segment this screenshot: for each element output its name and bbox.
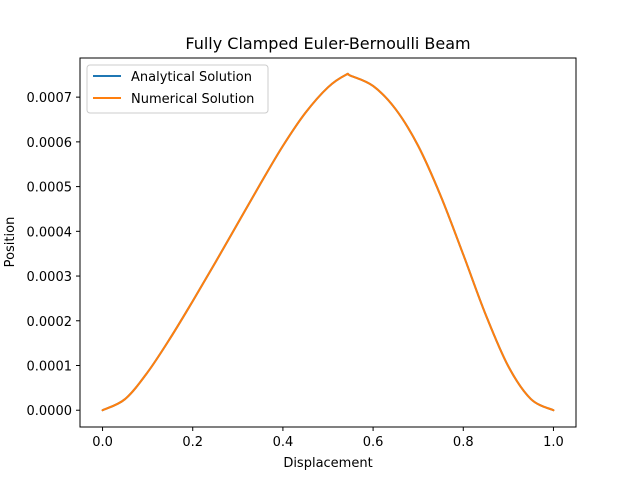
x-axis-ticks: 0.0 0.2 0.4 0.6 0.8 1.0 — [92, 427, 564, 450]
x-axis-label: Displacement — [283, 456, 372, 471]
chart-title: Fully Clamped Euler-Bernoulli Beam — [185, 34, 470, 53]
x-tick-label: 1.0 — [543, 435, 564, 450]
x-tick-label: 0.8 — [453, 435, 474, 450]
x-tick-label: 0.2 — [182, 435, 203, 450]
y-tick-label: 0.0002 — [27, 315, 73, 330]
series-line-numerical — [101, 72, 555, 412]
x-tick-label: 0.0 — [92, 435, 113, 450]
y-tick-label: 0.0001 — [27, 360, 73, 375]
y-tick-label: 0.0003 — [27, 270, 73, 285]
plot-lines — [101, 72, 555, 412]
legend-label-numerical: Numerical Solution — [131, 92, 254, 107]
y-axis-ticks: 0.0000 0.0001 0.0002 0.0003 0.0004 0.0005 0.00… — [27, 91, 80, 419]
legend: Analytical Solution Numerical Solution — [86, 64, 269, 114]
x-tick-label: 0.6 — [363, 435, 384, 450]
x-tick-label: 0.4 — [273, 435, 294, 450]
legend-label-analytical: Analytical Solution — [131, 70, 252, 85]
y-tick-label: 0.0006 — [27, 136, 73, 151]
y-axis-label: Position — [3, 217, 18, 268]
plot-frame — [79, 57, 577, 428]
y-tick-label: 0.0000 — [27, 404, 73, 419]
y-tick-label: 0.0005 — [27, 181, 73, 196]
legend-box — [86, 64, 269, 114]
y-tick-label: 0.0007 — [27, 91, 73, 106]
y-tick-label: 0.0004 — [27, 225, 73, 240]
